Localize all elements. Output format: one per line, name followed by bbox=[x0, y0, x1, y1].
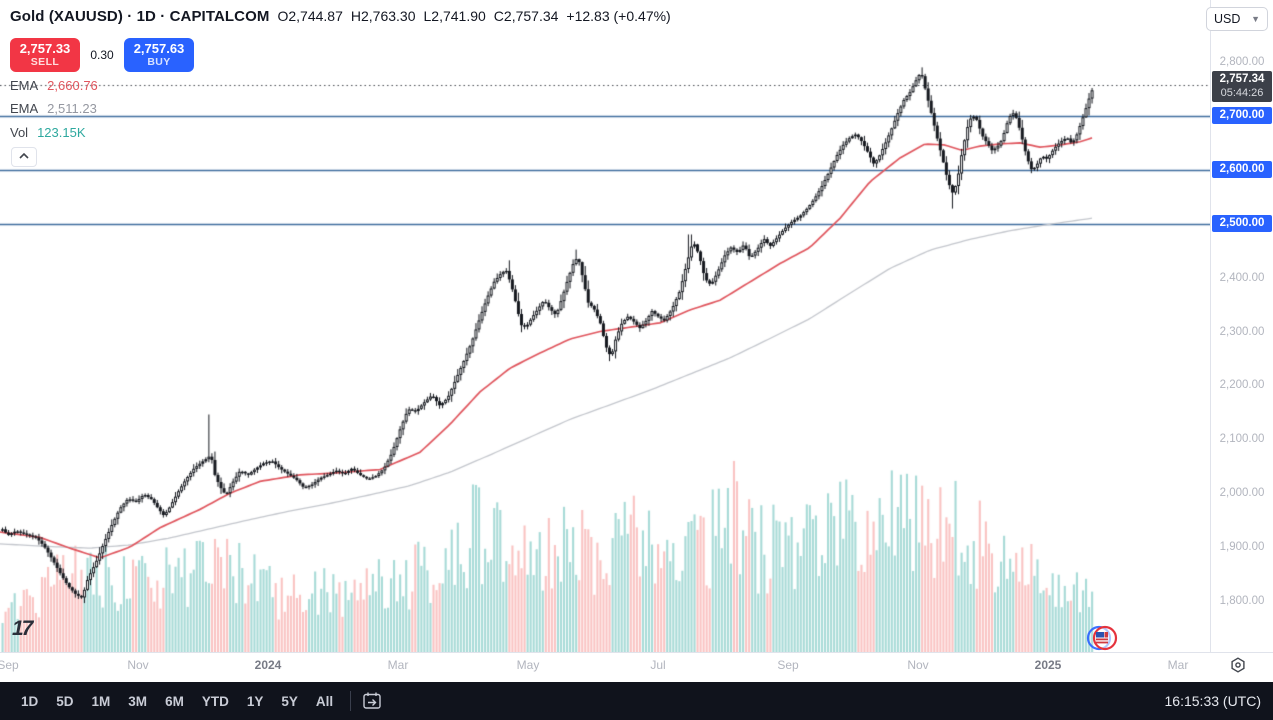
volume-label: Vol bbox=[10, 125, 29, 140]
range-button-all[interactable]: All bbox=[307, 690, 342, 713]
price-tick: 2,100.00 bbox=[1219, 433, 1265, 446]
range-button-1d[interactable]: 1D bbox=[12, 690, 47, 713]
level-price-badge: 2,500.00 bbox=[1212, 215, 1272, 233]
time-label: Mar bbox=[1167, 658, 1189, 672]
time-label: Nov bbox=[127, 658, 149, 672]
volume-value: 123.15K bbox=[37, 125, 86, 140]
symbol-header[interactable]: Gold (XAUUSD) · 1D · CAPITALCOM O2,744.8… bbox=[10, 8, 671, 25]
capitalcom-logo bbox=[1082, 623, 1122, 653]
range-button-ytd[interactable]: YTD bbox=[193, 690, 238, 713]
capitalcom-logo-icon bbox=[1086, 625, 1118, 651]
symbol-title[interactable]: Gold (XAUUSD) · 1D · CAPITALCOM bbox=[10, 8, 270, 25]
current-price-badge: 2,757.34 05:44:26 bbox=[1212, 70, 1272, 102]
time-label: Sep bbox=[777, 658, 799, 672]
low-value: L2,741.90 bbox=[423, 8, 486, 24]
sell-price: 2,757.33 bbox=[19, 40, 71, 56]
ema-slow-label: EMA bbox=[10, 101, 39, 116]
range-button-6m[interactable]: 6M bbox=[156, 690, 193, 713]
price-tick: 1,900.00 bbox=[1219, 541, 1265, 554]
spread-value: 0.30 bbox=[90, 48, 114, 62]
sell-label: SELL bbox=[30, 56, 60, 69]
bar-countdown: 05:44:26 bbox=[1220, 86, 1264, 99]
ema-fast-value: 2,660.76 bbox=[47, 78, 98, 93]
ema-slow-value: 2,511.23 bbox=[47, 101, 97, 116]
legend-volume[interactable]: Vol 123.15K bbox=[10, 125, 86, 140]
time-label: 2025 bbox=[1034, 658, 1062, 672]
time-label: Jul bbox=[650, 658, 666, 672]
price-chart-canvas[interactable] bbox=[0, 30, 1210, 652]
price-tick: 2,000.00 bbox=[1219, 487, 1265, 500]
buy-label: BUY bbox=[147, 56, 171, 69]
trade-buttons-row: 2,757.33 SELL 0.30 2,757.63 BUY bbox=[10, 38, 194, 72]
calendar-arrow-icon bbox=[363, 692, 381, 709]
currency-value: USD bbox=[1214, 12, 1241, 26]
legend-ema-slow[interactable]: EMA 2,511.23 bbox=[10, 101, 97, 116]
high-value: H2,763.30 bbox=[350, 8, 416, 24]
time-label: Nov bbox=[907, 658, 929, 672]
price-axis[interactable]: 2,757.34 05:44:26 2,800.00 2,700.00 2,600.… bbox=[1211, 0, 1273, 652]
bottom-toolbar: 1D 5D 1M 3M 6M YTD 1Y 5Y All 16:15:33 (U… bbox=[0, 682, 1273, 720]
range-button-3m[interactable]: 3M bbox=[119, 690, 156, 713]
time-axis[interactable]: Sep Nov 2024 Mar May Jul Sep Nov 2025 Mar bbox=[0, 653, 1273, 682]
tradingview-logo[interactable]: 17 bbox=[12, 617, 33, 640]
currency-selector[interactable]: USD ▼ bbox=[1206, 7, 1268, 31]
open-value: O2,744.87 bbox=[277, 8, 343, 24]
axis-vertical-divider bbox=[1210, 0, 1211, 652]
toolbar-divider bbox=[350, 691, 352, 711]
gear-icon bbox=[1231, 657, 1245, 673]
time-label: May bbox=[516, 658, 540, 672]
axis-settings-button[interactable] bbox=[1228, 655, 1250, 677]
ema-fast-label: EMA bbox=[10, 78, 39, 93]
price-tick: 2,300.00 bbox=[1219, 325, 1265, 338]
price-tick: 2,200.00 bbox=[1219, 379, 1265, 392]
chevron-down-icon: ▼ bbox=[1251, 14, 1260, 24]
close-value: C2,757.34 bbox=[493, 8, 559, 24]
sell-button[interactable]: 2,757.33 SELL bbox=[10, 38, 80, 72]
price-tick: 2,800.00 bbox=[1219, 56, 1265, 68]
legend-ema-fast[interactable]: EMA 2,660.76 bbox=[10, 78, 98, 93]
level-price-badge: 2,600.00 bbox=[1212, 161, 1272, 179]
price-tick: 2,400.00 bbox=[1219, 271, 1265, 284]
buy-button[interactable]: 2,757.63 BUY bbox=[124, 38, 194, 72]
price-tick: 1,800.00 bbox=[1219, 595, 1265, 607]
range-button-1y[interactable]: 1Y bbox=[238, 690, 273, 713]
time-label: 2024 bbox=[254, 658, 282, 672]
level-price-badge: 2,700.00 bbox=[1212, 107, 1272, 125]
time-label: Mar bbox=[387, 658, 409, 672]
range-button-1m[interactable]: 1M bbox=[83, 690, 120, 713]
legend-collapse-button[interactable] bbox=[11, 147, 37, 167]
range-button-5d[interactable]: 5D bbox=[47, 690, 82, 713]
utc-clock: 16:15:33 (UTC) bbox=[1164, 693, 1261, 709]
time-label: Sep bbox=[0, 658, 19, 672]
buy-price: 2,757.63 bbox=[133, 40, 185, 56]
ohlc-values: O2,744.87 H2,763.30 L2,741.90 C2,757.34 bbox=[277, 8, 558, 24]
chevron-up-icon bbox=[19, 152, 29, 159]
range-button-5y[interactable]: 5Y bbox=[272, 690, 307, 713]
current-price-value: 2,757.34 bbox=[1219, 72, 1265, 85]
go-to-date-button[interactable] bbox=[361, 691, 383, 711]
change-value: +12.83 (+0.47%) bbox=[566, 8, 671, 24]
axis-horizontal-divider bbox=[0, 652, 1273, 653]
